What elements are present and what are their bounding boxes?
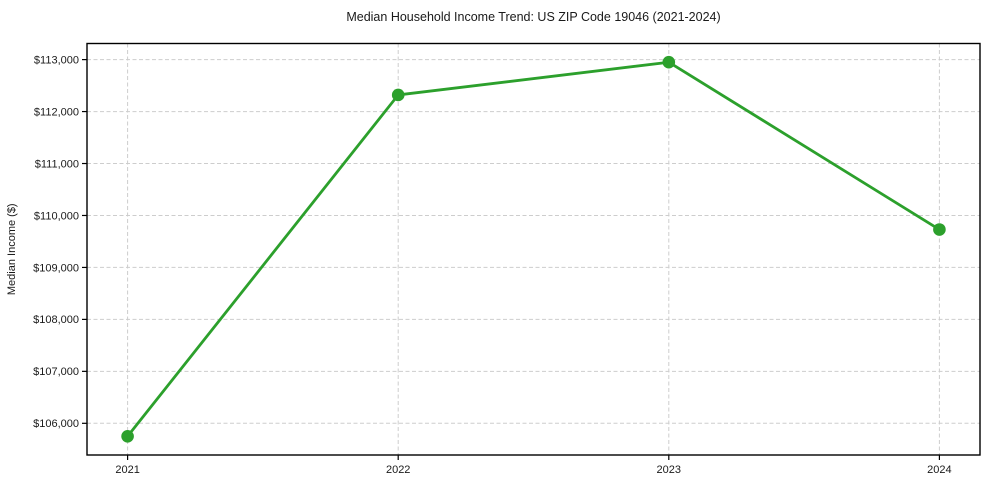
x-tick-label: 2024	[927, 464, 951, 476]
y-tick-label: $109,000	[33, 262, 79, 274]
plot-area	[87, 43, 980, 455]
data-point-2022	[391, 88, 405, 102]
y-tick-label: $113,000	[34, 54, 79, 66]
y-tick-label: $106,000	[33, 418, 79, 430]
data-point-2023	[662, 55, 676, 69]
x-tick-label: 2023	[657, 464, 681, 476]
plot-border	[86, 42, 981, 456]
data-point-2021	[121, 429, 134, 443]
y-tick-label: $107,000	[33, 366, 79, 378]
chart-title: Median Household Income Trend: US ZIP Co…	[346, 10, 720, 24]
y-tick-label: $110,000	[34, 210, 79, 222]
x-tick-label: 2022	[386, 464, 410, 476]
x-tick-label: 2021	[115, 464, 139, 476]
y-axis-label: Median Income ($)	[6, 203, 18, 295]
trend-line	[126, 60, 941, 438]
y-tick-label: $111,000	[35, 158, 79, 170]
y-tick-label: $108,000	[33, 314, 79, 326]
data-point-2024	[933, 223, 946, 236]
y-tick-label: $112,000	[34, 106, 79, 118]
